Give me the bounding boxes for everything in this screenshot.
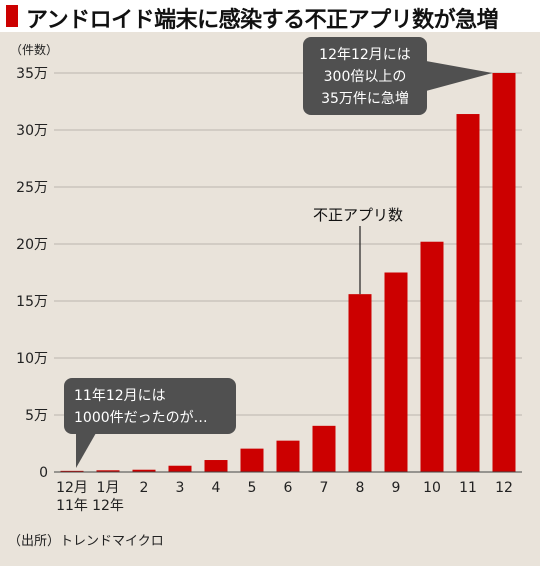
- bar: [420, 241, 444, 472]
- x-tick-label: 12: [495, 480, 513, 496]
- title-bar: アンドロイド端末に感染する不正アプリ数が急増: [0, 0, 540, 33]
- series-label: 不正アプリ数: [313, 206, 403, 224]
- x-tick-label: 12月: [56, 480, 88, 496]
- chart-title: アンドロイド端末に感染する不正アプリ数が急増: [26, 8, 499, 33]
- x-tick-label: 2: [140, 480, 149, 496]
- callout-text: 35万件に急増: [321, 91, 409, 107]
- y-axis-unit-label: （件数）: [10, 42, 58, 57]
- y-tick-label: 5万: [25, 408, 48, 424]
- callout-text: 12年12月には: [319, 47, 411, 63]
- x-tick-label: 3: [176, 480, 185, 496]
- y-tick-label: 15万: [16, 294, 48, 310]
- x-tick-label: 10: [423, 480, 441, 496]
- x-tick-label: 8: [356, 480, 365, 496]
- y-tick-label: 30万: [16, 123, 48, 139]
- callout-text: 1000件だったのが…: [74, 410, 208, 426]
- bar: [132, 469, 156, 472]
- callout-pointer: [76, 433, 96, 468]
- bar: [492, 73, 516, 472]
- y-tick-label: 0: [39, 465, 48, 481]
- x-tick-sublabel: 11年: [56, 498, 88, 514]
- callout-text: 300倍以上の: [324, 69, 407, 85]
- bar: [312, 425, 336, 472]
- y-tick-label: 35万: [16, 66, 48, 82]
- x-tick-label: 9: [392, 480, 401, 496]
- bar: [276, 440, 300, 472]
- bar: [204, 460, 228, 472]
- x-tick-label: 6: [284, 480, 293, 496]
- x-tick-label: 7: [320, 480, 329, 496]
- x-tick-label: 4: [212, 480, 221, 496]
- y-tick-label: 10万: [16, 351, 48, 367]
- x-tick-label: 11: [459, 480, 477, 496]
- callout-box: [303, 37, 427, 115]
- bar-chart: （件数） 0 5万 10万 15万 20万 25万 30万 35万 12月 11年 1月 12年 2 3 4 5…: [10, 37, 522, 514]
- y-tick-label: 25万: [16, 180, 48, 196]
- title-accent-mark: [6, 5, 18, 27]
- x-tick-label: 1月: [97, 480, 120, 496]
- bar: [60, 470, 84, 472]
- bar: [96, 470, 120, 472]
- bar: [348, 294, 372, 472]
- callout-text: 11年12月には: [74, 388, 166, 404]
- y-tick-label: 20万: [16, 237, 48, 253]
- x-tick-label: 5: [248, 480, 257, 496]
- callout-box: [64, 378, 236, 434]
- bar: [240, 448, 264, 472]
- bar: [384, 272, 408, 472]
- bar: [168, 465, 192, 472]
- callout-pointer: [426, 61, 493, 91]
- source-note: （出所）トレンドマイクロ: [8, 534, 164, 549]
- bar: [456, 114, 480, 472]
- x-tick-sublabel: 12年: [92, 498, 124, 514]
